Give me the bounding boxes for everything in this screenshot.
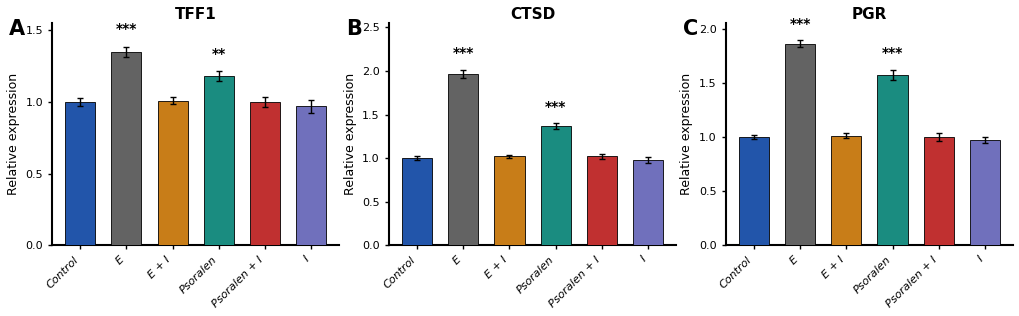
Bar — [876, 75, 907, 245]
Bar — [447, 74, 478, 245]
Bar — [969, 140, 999, 245]
Bar — [586, 156, 616, 245]
Bar — [785, 44, 814, 245]
Bar — [250, 102, 280, 245]
Bar — [540, 126, 571, 245]
Bar — [830, 136, 860, 245]
Bar — [923, 137, 953, 245]
Title: CTSD: CTSD — [510, 7, 554, 22]
Y-axis label: Relative expression: Relative expression — [7, 73, 20, 195]
Text: ***: *** — [789, 17, 810, 31]
Title: PGR: PGR — [851, 7, 887, 22]
Y-axis label: Relative expression: Relative expression — [680, 73, 693, 195]
Text: ***: *** — [452, 46, 474, 60]
Bar — [158, 100, 187, 245]
Title: TFF1: TFF1 — [174, 7, 216, 22]
Bar — [111, 52, 142, 245]
Bar — [297, 106, 326, 245]
Bar — [204, 76, 233, 245]
Text: C: C — [682, 19, 697, 39]
Bar — [738, 137, 768, 245]
Text: A: A — [9, 19, 25, 39]
Text: ***: *** — [544, 100, 566, 114]
Bar — [633, 160, 662, 245]
Text: ***: *** — [881, 46, 902, 60]
Bar — [401, 158, 432, 245]
Bar — [494, 156, 524, 245]
Text: ***: *** — [116, 22, 137, 36]
Text: **: ** — [212, 46, 226, 61]
Text: B: B — [345, 19, 362, 39]
Bar — [65, 102, 95, 245]
Y-axis label: Relative expression: Relative expression — [343, 73, 357, 195]
